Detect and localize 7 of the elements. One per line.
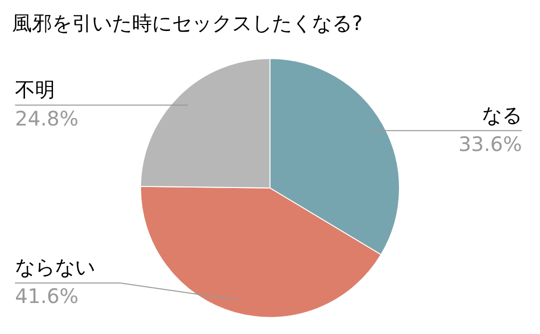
slice-label: 不明 bbox=[15, 77, 55, 102]
data-label: 41.6% bbox=[15, 284, 79, 308]
slice-label: ならない bbox=[15, 255, 95, 280]
chart-title: 風邪を引いた時にセックスしたくなる? bbox=[12, 10, 363, 37]
data-label: 33.6% bbox=[458, 132, 522, 156]
data-label: 24.8% bbox=[15, 106, 79, 130]
slice-label: なる bbox=[482, 102, 522, 127]
